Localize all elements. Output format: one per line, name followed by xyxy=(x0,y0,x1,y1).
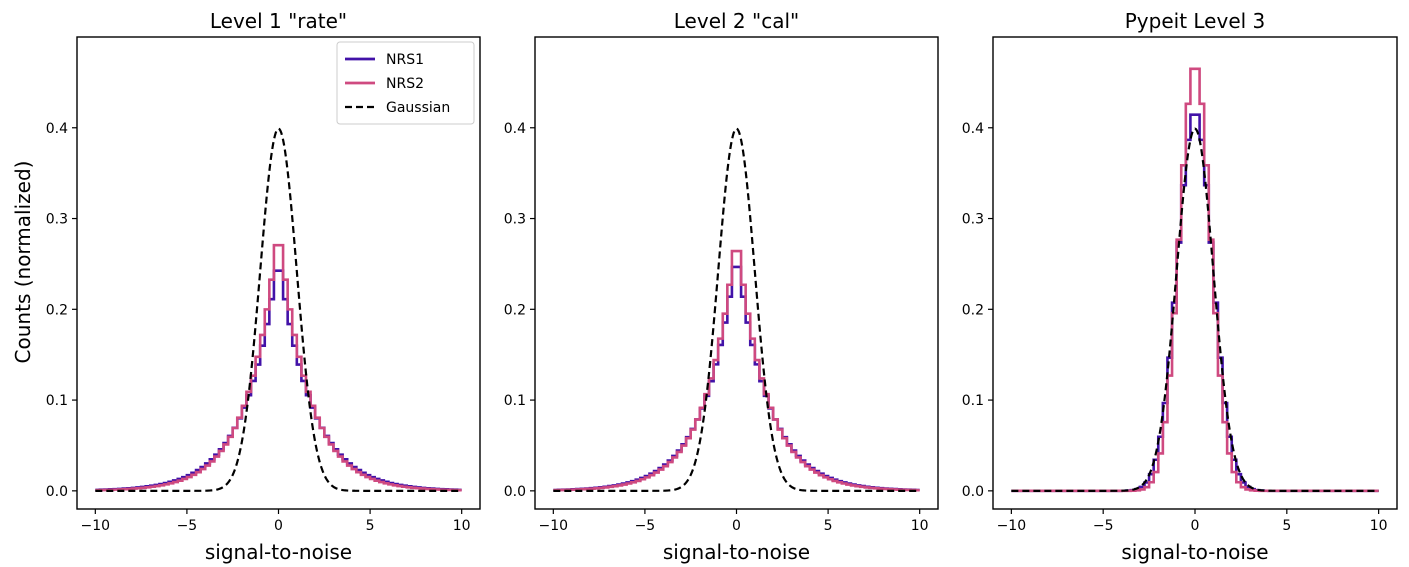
y-tick-label: 0.1 xyxy=(962,393,984,409)
legend: NRS1 NRS2 Gaussian xyxy=(336,41,475,125)
data-layer xyxy=(95,127,462,492)
y-tick-label: 0.0 xyxy=(504,484,526,500)
y-tick-label: 0.4 xyxy=(504,121,526,137)
y-tick-label: 0.3 xyxy=(46,212,68,228)
x-axis-label: signal-to-noise xyxy=(663,540,810,564)
y-tick-label: 0.2 xyxy=(504,302,526,318)
series-nrs1-step-line xyxy=(95,269,462,492)
y-tick-label: 0.2 xyxy=(46,302,68,318)
axes-frame xyxy=(992,36,1398,510)
y-tick-label: 0.2 xyxy=(962,302,984,318)
x-tick-label: 5 xyxy=(824,518,833,534)
chart-title: Level 1 "rate" xyxy=(210,9,347,33)
y-tick-label: 0.0 xyxy=(46,484,68,500)
legend-box xyxy=(336,41,475,125)
chart-title: Pypeit Level 3 xyxy=(1125,9,1266,33)
series-gaussian-dashed-line xyxy=(95,127,462,492)
x-axis-label: signal-to-noise xyxy=(1121,540,1268,564)
x-tick-label: 10 xyxy=(1370,518,1388,534)
shared-y-axis-label: Counts (normalized) xyxy=(11,161,35,364)
x-tick-label: −5 xyxy=(177,518,198,534)
legend-label-gaussian: Gaussian xyxy=(386,100,450,116)
series-gaussian-dashed-line xyxy=(553,127,920,492)
x-tick-label: 0 xyxy=(274,518,283,534)
y-tick-label: 0.1 xyxy=(504,393,526,409)
x-tick-label: −5 xyxy=(635,518,656,534)
x-tick-label: 10 xyxy=(911,518,929,534)
chart-title: Level 2 "cal" xyxy=(674,9,799,33)
series-nrs2-step-line xyxy=(95,243,462,492)
panel-1: −10 −5 0 5 10 0.0 0.1 0.2 0.3 0.4 Level 1 "rate" si… xyxy=(46,9,481,564)
panel-2: −10 −5 0 5 10 0.0 0.1 0.2 0.3 0.4 Level 2 "cal" sig… xyxy=(504,9,939,564)
data-layer xyxy=(553,127,920,492)
legend-label-nrs1: NRS1 xyxy=(386,52,424,68)
panel-3: −10 −5 0 5 10 0.0 0.1 0.2 0.3 0.4 Pypeit Level 3 si… xyxy=(962,9,1398,564)
series-nrs1-step-line xyxy=(553,265,920,492)
x-tick-label: 10 xyxy=(453,518,471,534)
x-tick-label: −10 xyxy=(539,518,569,534)
series-nrs1-step-line xyxy=(1011,113,1379,493)
panels: −10 −5 0 5 10 0.0 0.1 0.2 0.3 0.4 Level 1 "rate" si… xyxy=(46,9,1398,564)
series-nrs2-step-line xyxy=(1011,67,1379,493)
x-tick-label: −10 xyxy=(81,518,111,534)
x-tick-label: 5 xyxy=(1282,518,1291,534)
data-layer xyxy=(1011,67,1379,493)
x-axis-label: signal-to-noise xyxy=(205,540,352,564)
legend-label-nrs2: NRS2 xyxy=(386,76,424,92)
y-tick-label: 0.1 xyxy=(46,393,68,409)
y-tick-label: 0.3 xyxy=(504,212,526,228)
x-tick-label: −5 xyxy=(1093,518,1114,534)
y-tick-label: 0.4 xyxy=(46,121,68,137)
x-tick-label: 0 xyxy=(1191,518,1200,534)
y-tick-label: 0.3 xyxy=(962,212,984,228)
y-tick-label: 0.4 xyxy=(962,121,984,137)
x-tick-label: 5 xyxy=(366,518,375,534)
axes-frame xyxy=(534,36,939,510)
series-gaussian-dashed-line xyxy=(1011,127,1379,492)
x-tick-label: −10 xyxy=(997,518,1027,534)
y-tick-label: 0.0 xyxy=(962,484,984,500)
x-tick-label: 0 xyxy=(732,518,741,534)
series-nrs2-step-line xyxy=(553,249,920,492)
